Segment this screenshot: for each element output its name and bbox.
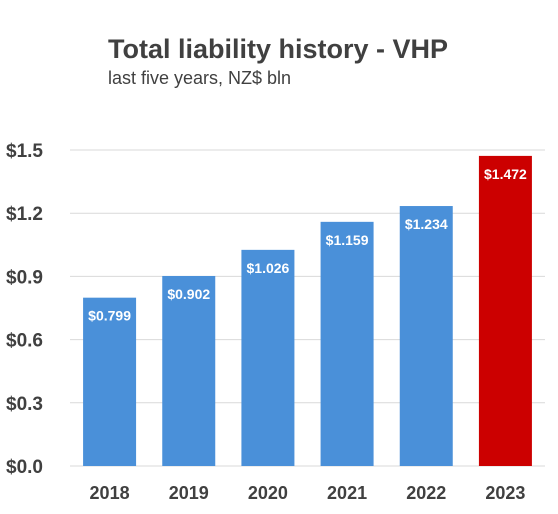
bar-2018 <box>83 297 137 466</box>
x-tick-label: 2018 <box>90 483 130 503</box>
y-tick-label: $1.5 <box>6 141 43 162</box>
chart-title: Total liability history - VHP <box>108 34 449 64</box>
x-tick-label: 2021 <box>327 483 367 503</box>
data-label-2021: $1.159 <box>326 232 369 248</box>
x-tick-label: 2022 <box>406 483 446 503</box>
y-axis: $0.0 $0.3 $0.6 $0.9 $1.2 $1.5 <box>6 141 43 478</box>
data-label-2022: $1.234 <box>405 216 448 232</box>
x-tick-label: 2020 <box>248 483 288 503</box>
y-tick-label: $0.6 <box>6 331 43 352</box>
bar-2022 <box>399 206 453 466</box>
data-labels: $0.799 $0.902 $1.026 $1.159 $1.234 $1.472 <box>88 166 527 324</box>
y-tick-label: $0.9 <box>6 267 43 288</box>
y-tick-label: $0.0 <box>6 457 43 478</box>
bar-2021 <box>320 221 374 466</box>
y-tick-label: $1.2 <box>6 204 43 225</box>
x-axis: 2018 2019 2020 2021 2022 2023 <box>90 483 526 503</box>
bars <box>83 155 532 466</box>
gridlines <box>70 149 545 467</box>
x-tick-label: 2019 <box>169 483 209 503</box>
data-label-2018: $0.799 <box>88 308 131 324</box>
data-label-2023: $1.472 <box>484 166 527 182</box>
chart-subtitle: last five years, NZ$ bln <box>108 68 292 88</box>
bar-2020 <box>241 249 295 466</box>
data-label-2020: $1.026 <box>247 260 290 276</box>
bar-2019 <box>162 275 216 466</box>
x-tick-label: 2023 <box>485 483 525 503</box>
data-label-2019: $0.902 <box>167 286 210 302</box>
bar-2023 <box>478 155 532 466</box>
y-tick-label: $0.3 <box>6 394 43 415</box>
